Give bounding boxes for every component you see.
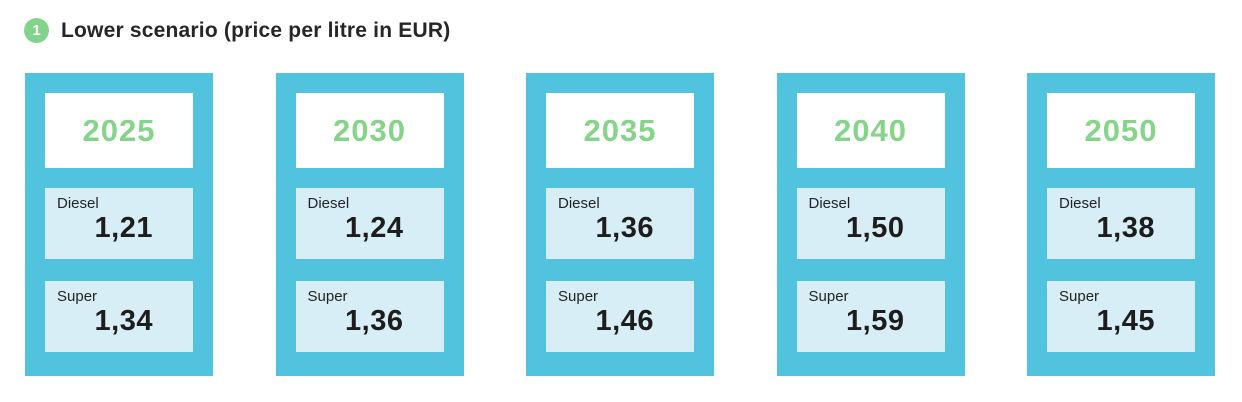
fuel-label: Diesel [558,195,600,212]
super-price-box: Super 1,46 [546,281,694,352]
fuel-label: Super [307,288,348,305]
fuel-value: 1,59 [846,305,905,337]
year-card: 2050 Diesel 1,38 Super 1,45 [1027,73,1215,376]
fuel-value: 1,36 [595,212,654,244]
year-box: 2050 [1047,93,1195,168]
year-card: 2035 Diesel 1,36 Super 1,46 [526,73,714,376]
fuel-label: Diesel [307,195,350,212]
fuel-value: 1,50 [846,212,905,244]
fuel-value: 1,36 [345,305,404,337]
diesel-price-box: Diesel 1,38 [1047,188,1195,259]
year-box: 2030 [295,93,444,168]
fuel-value: 1,34 [94,305,153,337]
fuel-label: Super [808,288,849,305]
year-card: 2040 Diesel 1,50 Super 1,59 [776,73,965,376]
year-label: 2050 [1084,112,1158,148]
year-box: 2025 [45,93,193,168]
fuel-value: 1,24 [345,212,404,244]
page-title: Lower scenario (price per litre in EUR) [61,18,451,42]
fuel-label: Diesel [1059,195,1101,212]
fuel-value: 1,45 [1096,305,1155,337]
diesel-price-box: Diesel 1,36 [546,188,694,259]
super-price-box: Super 1,36 [295,281,444,352]
year-box: 2040 [796,93,945,168]
scenario-number-badge: 1 [24,18,49,43]
fuel-value: 1,38 [1096,212,1155,244]
year-label: 2035 [583,112,657,148]
year-card: 2025 Diesel 1,21 Super 1,34 [25,73,213,376]
year-label: 2025 [82,112,156,148]
super-price-box: Super 1,34 [45,281,193,352]
diesel-price-box: Diesel 1,50 [796,188,945,259]
super-price-box: Super 1,59 [796,281,945,352]
fuel-value: 1,46 [595,305,654,337]
diesel-price-box: Diesel 1,21 [45,188,193,259]
year-cards-row: 2025 Diesel 1,21 Super 1,34 2030 Diesel … [25,73,1215,376]
fuel-label: Super [1059,288,1100,305]
fuel-label: Super [57,288,98,305]
year-card: 2030 Diesel 1,24 Super 1,36 [275,73,464,376]
fuel-label: Super [558,288,599,305]
fuel-label: Diesel [57,195,99,212]
header: 1 Lower scenario (price per litre in EUR… [24,18,450,43]
year-box: 2035 [546,93,694,168]
fuel-value: 1,21 [94,212,153,244]
year-label: 2030 [333,112,406,148]
super-price-box: Super 1,45 [1047,281,1195,352]
diesel-price-box: Diesel 1,24 [295,188,444,259]
fuel-label: Diesel [808,195,851,212]
year-label: 2040 [834,112,907,148]
